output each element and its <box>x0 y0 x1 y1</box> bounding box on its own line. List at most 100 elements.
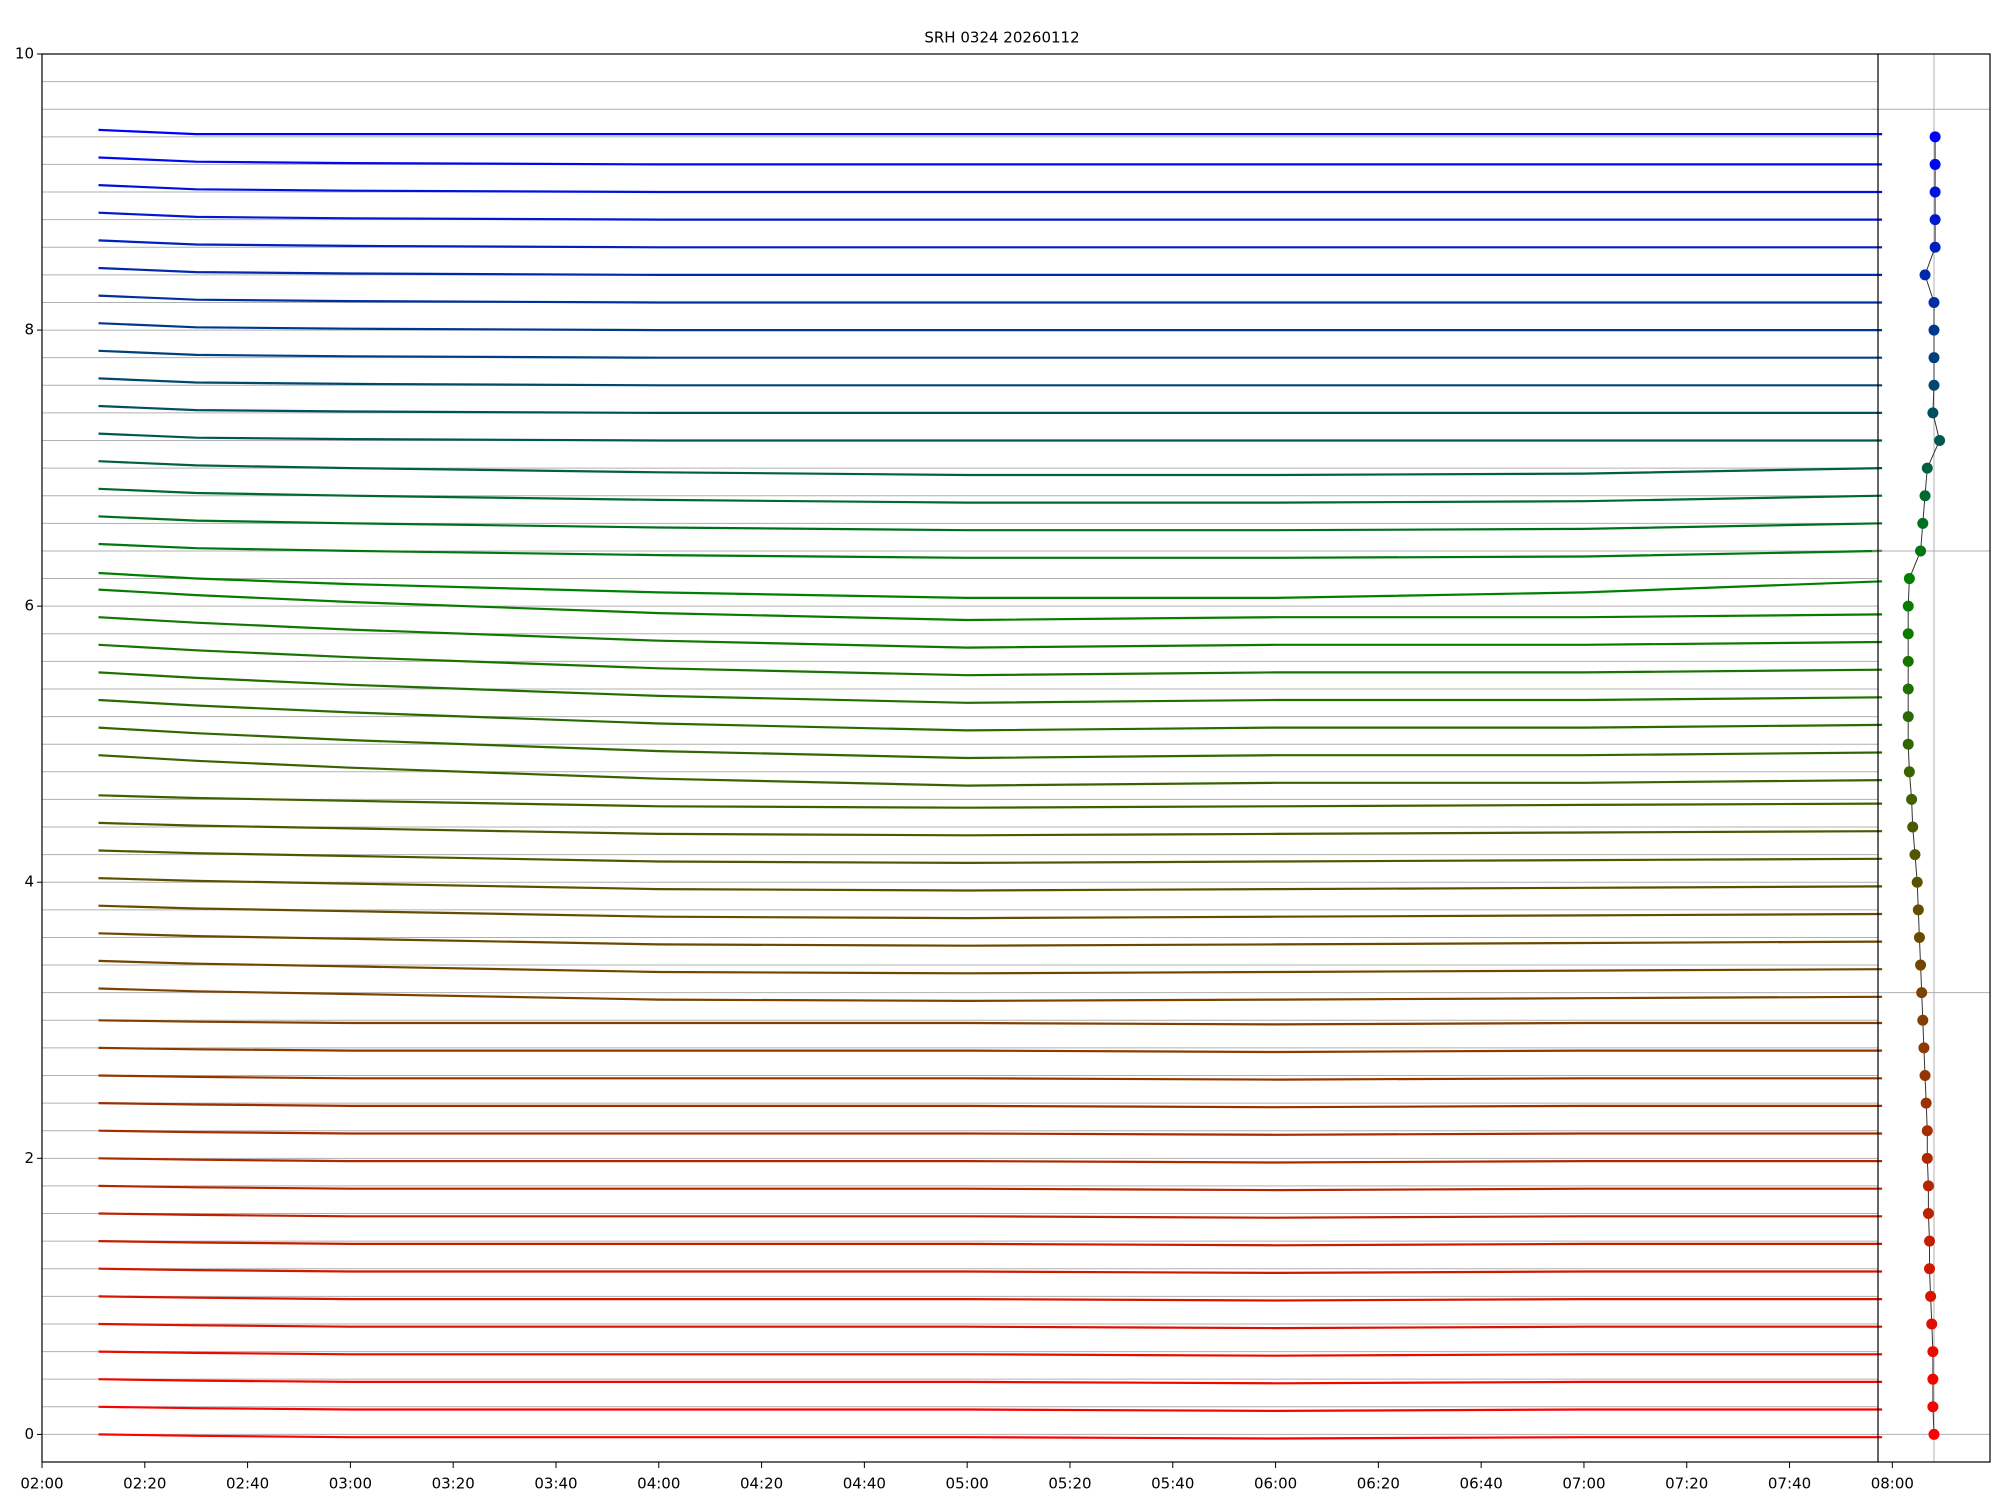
profile-dot <box>1920 1097 1932 1109</box>
profile-dot <box>1918 1042 1930 1054</box>
trace <box>98 1322 1883 1330</box>
x-tick-label: 02:00 <box>20 1475 63 1493</box>
x-tick-label: 02:20 <box>123 1475 166 1493</box>
y-tick-label: 10 <box>15 45 34 63</box>
x-tick-label: 03:20 <box>432 1475 475 1493</box>
profile-dot <box>1929 186 1941 198</box>
trace <box>98 487 1883 504</box>
trace <box>98 542 1883 559</box>
profile-dot <box>1917 1014 1929 1026</box>
trace <box>98 1184 1883 1192</box>
x-tick-label: 03:00 <box>329 1475 372 1493</box>
trace <box>98 404 1883 414</box>
trace <box>98 754 1883 787</box>
profile-dot <box>1921 462 1933 474</box>
x-tick-label: 06:20 <box>1357 1475 1400 1493</box>
trace <box>98 239 1883 249</box>
x-tick-label: 06:40 <box>1460 1475 1503 1493</box>
trace <box>98 571 1883 599</box>
trace <box>98 588 1883 622</box>
profile-dot <box>1915 545 1927 557</box>
profile-dot <box>1928 1428 1940 1440</box>
profile-dot <box>1902 711 1914 723</box>
y-tick-label: 6 <box>24 597 34 615</box>
profile-dot <box>1927 1401 1939 1413</box>
trace <box>98 1433 1883 1440</box>
trace <box>98 1046 1883 1054</box>
trace <box>98 643 1883 677</box>
profile-dot <box>1928 379 1940 391</box>
trace <box>98 1295 1883 1302</box>
profile-dot <box>1928 324 1940 336</box>
trace <box>98 515 1883 532</box>
profile-dot <box>1919 269 1931 281</box>
chart-title: SRH 0324 20260112 <box>924 29 1079 47</box>
trace <box>98 1019 1883 1026</box>
trace <box>98 211 1883 221</box>
profile-dot <box>1928 296 1940 308</box>
profile-dot <box>1903 573 1915 585</box>
trace <box>98 877 1883 892</box>
trace <box>98 266 1883 276</box>
y-tick-label: 4 <box>24 873 34 891</box>
trace <box>98 821 1883 837</box>
profile-dot <box>1913 931 1925 943</box>
trace <box>98 128 1883 136</box>
profile-dot <box>1925 1290 1937 1302</box>
trace <box>98 671 1883 704</box>
x-tick-label: 05:40 <box>1151 1475 1194 1493</box>
trace <box>98 1157 1883 1164</box>
profile-dot <box>1922 1208 1934 1220</box>
plot-frame <box>41 53 1991 1463</box>
profile-dot <box>1911 876 1923 888</box>
trace <box>98 349 1883 359</box>
x-tick-label: 04:00 <box>637 1475 680 1493</box>
trace <box>98 1212 1883 1219</box>
trace <box>98 616 1883 649</box>
profile-dot <box>1906 793 1918 805</box>
profile-dot <box>1903 766 1915 778</box>
trace <box>98 377 1883 387</box>
x-tick-label: 08:00 <box>1871 1475 1914 1493</box>
trace <box>98 698 1883 732</box>
profile-dot <box>1902 655 1914 667</box>
profile-dot <box>1919 490 1931 502</box>
trace <box>98 904 1883 920</box>
y-tick-label: 8 <box>24 321 34 339</box>
profile-dot <box>1907 821 1919 833</box>
trace <box>98 932 1883 947</box>
trace <box>98 1267 1883 1275</box>
profile-dot <box>1924 1263 1936 1275</box>
x-tick-label: 07:00 <box>1562 1475 1605 1493</box>
trace <box>98 156 1883 166</box>
trace <box>98 432 1883 442</box>
trace <box>98 1102 1883 1109</box>
profile-dot <box>1917 517 1929 529</box>
trace <box>98 794 1883 809</box>
y-tick-label: 0 <box>24 1425 34 1443</box>
profile-dot <box>1927 1373 1939 1385</box>
profile-dot <box>1922 1180 1934 1192</box>
profile-dot <box>1912 904 1924 916</box>
x-tick-label: 04:20 <box>740 1475 783 1493</box>
profile-dot <box>1924 1235 1936 1247</box>
profile-dot <box>1916 987 1928 999</box>
trace <box>98 849 1883 865</box>
x-tick-label: 02:40 <box>226 1475 269 1493</box>
profile-dot <box>1902 738 1914 750</box>
trace <box>98 959 1883 975</box>
profile-dot <box>1927 407 1939 419</box>
profile-dot <box>1902 600 1914 612</box>
profile-dot <box>1934 435 1946 447</box>
profile-dot <box>1927 1346 1939 1358</box>
y-tick-label: 2 <box>24 1149 34 1167</box>
trace <box>98 184 1883 194</box>
trace <box>98 1405 1883 1413</box>
profile-dot <box>1929 241 1941 253</box>
trace <box>98 1378 1883 1385</box>
profile-dot <box>1926 1318 1938 1330</box>
trace <box>98 1240 1883 1247</box>
x-tick-label: 06:00 <box>1254 1475 1297 1493</box>
